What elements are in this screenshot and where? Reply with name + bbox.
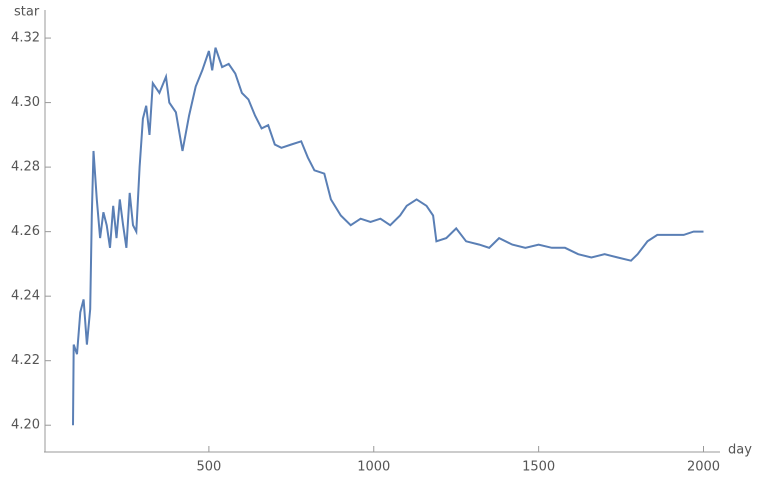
x-tick-label: 1000 xyxy=(357,460,390,475)
y-tick-label: 4.28 xyxy=(11,160,40,175)
y-tick-label: 4.24 xyxy=(11,289,40,304)
y-axis-label: star xyxy=(14,5,40,20)
y-tick-label: 4.32 xyxy=(11,31,40,46)
y-tick-label: 4.20 xyxy=(11,418,40,433)
line-series xyxy=(72,47,704,426)
y-tick-label: 4.30 xyxy=(11,95,40,110)
y-tick-label: 4.26 xyxy=(11,224,40,239)
x-tick-label: 1500 xyxy=(522,460,555,475)
x-axis-label: day xyxy=(728,443,752,458)
x-tick-label: 500 xyxy=(196,460,221,475)
y-tick-label: 4.22 xyxy=(11,353,40,368)
x-tick-label: 2000 xyxy=(687,460,720,475)
